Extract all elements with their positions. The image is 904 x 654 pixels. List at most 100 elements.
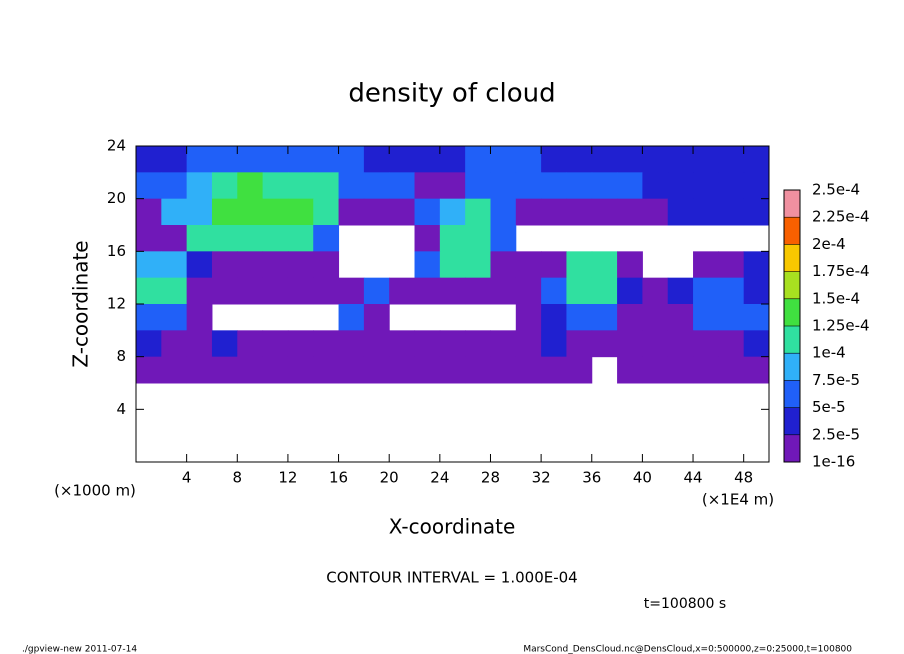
- heat-cell: [465, 146, 491, 173]
- heat-cell: [515, 251, 542, 279]
- heat-cell: [439, 356, 466, 384]
- heat-cell: [617, 277, 643, 305]
- heat-cell: [363, 198, 390, 226]
- heat-cell: [161, 330, 188, 358]
- heat-cell: [718, 172, 745, 200]
- heat-cell: [718, 304, 745, 331]
- heat-cell: [490, 146, 517, 173]
- heat-cell: [667, 304, 694, 331]
- heat-cell: [465, 251, 491, 279]
- heat-cell: [313, 251, 340, 279]
- heat-cell: [363, 146, 390, 173]
- heat-cell: [237, 251, 264, 279]
- heat-cell: [161, 225, 188, 252]
- colorbar-label: 1.25e-4: [812, 317, 870, 335]
- heat-cell: [363, 356, 390, 384]
- heat-cell: [211, 251, 238, 279]
- x-tick-label: 48: [734, 469, 753, 487]
- heat-cell: [439, 251, 466, 279]
- heat-cell: [693, 277, 719, 305]
- heat-cell: [566, 198, 593, 226]
- heat-cell: [338, 146, 365, 173]
- heat-cell: [186, 198, 213, 226]
- heat-cell: [287, 251, 314, 279]
- heat-cell: [718, 356, 745, 384]
- heat-cell: [743, 277, 770, 305]
- heat-cell: [642, 146, 669, 173]
- heat-cell: [211, 172, 238, 200]
- heat-cell: [541, 198, 567, 226]
- heat-cell: [439, 225, 466, 252]
- heat-cell: [591, 251, 618, 279]
- heat-cell: [237, 146, 264, 173]
- heat-cell: [693, 172, 719, 200]
- x-unit-right: (×1E4 m): [702, 491, 774, 509]
- heat-cell: [718, 251, 745, 279]
- heat-cell: [465, 330, 491, 358]
- colorbar-label: 2.5e-4: [812, 181, 860, 199]
- heat-cell: [186, 277, 213, 305]
- heat-cell: [490, 277, 517, 305]
- heat-cell: [136, 146, 162, 173]
- heat-cell: [136, 330, 162, 358]
- heat-cell: [262, 277, 289, 305]
- heat-cell: [414, 356, 441, 384]
- colorbar-segment: [784, 217, 800, 245]
- y-tick-label: 12: [107, 295, 126, 313]
- heat-cell: [642, 198, 669, 226]
- x-tick-label: 36: [582, 469, 601, 487]
- x-tick-label: 20: [380, 469, 399, 487]
- heat-cell: [389, 356, 416, 384]
- heat-cell: [287, 172, 314, 200]
- colorbar-label: 2e-4: [812, 235, 846, 253]
- x-axis-label: X-coordinate: [389, 515, 516, 539]
- heat-cell: [338, 304, 365, 331]
- heat-cell: [465, 225, 491, 252]
- heat-cell: [617, 198, 643, 226]
- colorbar-label: 2.25e-4: [812, 208, 870, 226]
- heat-cell: [566, 251, 593, 279]
- heat-cell: [439, 277, 466, 305]
- heat-cell: [136, 277, 162, 305]
- heat-cell: [338, 277, 365, 305]
- colorbar-segment: [784, 298, 800, 326]
- heat-cell: [262, 356, 289, 384]
- heat-cell: [237, 330, 264, 358]
- heat-cell: [541, 304, 567, 331]
- heat-cell: [186, 146, 213, 173]
- heat-cell: [186, 172, 213, 200]
- x-tick-label: 44: [683, 469, 702, 487]
- heat-cell: [211, 277, 238, 305]
- heat-cell: [515, 146, 542, 173]
- heat-cell: [287, 225, 314, 252]
- heat-cell: [414, 198, 441, 226]
- heat-cell: [414, 277, 441, 305]
- heat-cell: [566, 146, 593, 173]
- x-tick-label: 32: [532, 469, 551, 487]
- x-tick-label: 24: [430, 469, 449, 487]
- heat-cell: [490, 225, 517, 252]
- heat-cell: [136, 251, 162, 279]
- heat-cell: [465, 356, 491, 384]
- heat-cell: [465, 172, 491, 200]
- y-tick-label: 8: [116, 347, 126, 365]
- heat-cell: [591, 198, 618, 226]
- heat-cell: [591, 172, 618, 200]
- heat-cell: [211, 356, 238, 384]
- colorbar-label: 7.5e-5: [812, 371, 860, 389]
- colorbar-segment: [784, 190, 800, 218]
- heat-cell: [338, 198, 365, 226]
- heat-cell: [313, 225, 340, 252]
- heat-cell: [313, 356, 340, 384]
- heat-cell: [313, 172, 340, 200]
- heat-cell: [515, 172, 542, 200]
- heat-cell: [237, 198, 264, 226]
- footer-left: ./gpview-new 2011-07-14: [22, 645, 137, 654]
- heat-cell: [566, 277, 593, 305]
- heat-cell: [186, 330, 213, 358]
- heat-cell: [211, 198, 238, 226]
- y-tick-label: 20: [107, 189, 126, 207]
- colorbar-label: 2.5e-5: [812, 425, 860, 443]
